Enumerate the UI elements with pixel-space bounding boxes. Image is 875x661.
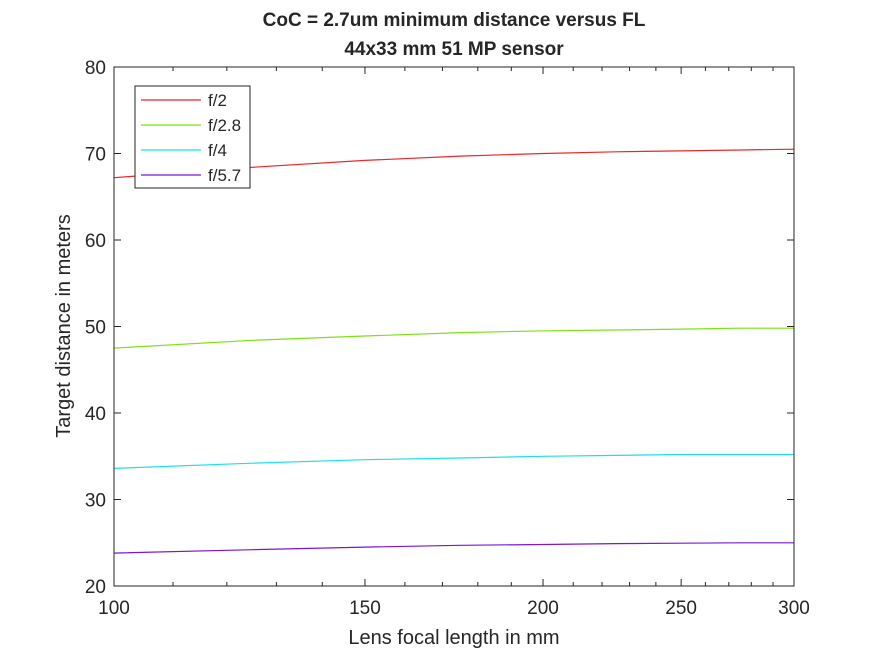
y-tick-label: 60 (85, 231, 106, 252)
y-tick-label: 30 (85, 491, 106, 512)
x-tick-label: 200 (527, 598, 559, 619)
y-axis-label: Target distance in meters (53, 214, 75, 437)
ticks-layer: 100 150 200 250 300 20 30 40 50 60 70 80 (85, 58, 810, 619)
chart-title-line-2: 44x33 mm 51 MP sensor (344, 39, 564, 60)
x-tick-label: 300 (778, 598, 810, 619)
legend: f/2 f/2.8 f/4 f/5.7 (134, 85, 251, 189)
series-layer (113, 148, 795, 554)
legend-label: f/2.8 (208, 116, 241, 135)
x-axis-label: Lens focal length in mm (348, 627, 559, 649)
y-tick-label: 70 (85, 145, 106, 166)
y-tick-label: 20 (85, 577, 106, 598)
series-line-f-4 (113, 453, 794, 469)
series-line-f-2-8 (113, 327, 794, 349)
x-tick-label: 150 (349, 598, 381, 619)
series-line-f-5-7 (113, 542, 794, 554)
legend-label: f/5.7 (208, 166, 241, 185)
series-line-f-2 (113, 148, 795, 179)
y-tick-label: 80 (85, 58, 106, 79)
plot-frame (113, 66, 795, 587)
legend-label: f/2 (208, 91, 227, 110)
legend-box (134, 85, 251, 189)
chart-title-line-1: CoC = 2.7um minimum distance versus FL (263, 10, 646, 31)
y-tick-label: 40 (85, 404, 106, 425)
legend-label: f/4 (208, 141, 227, 160)
x-tick-label: 250 (665, 598, 697, 619)
y-tick-label: 50 (85, 318, 106, 339)
x-tick-label: 100 (98, 598, 130, 619)
